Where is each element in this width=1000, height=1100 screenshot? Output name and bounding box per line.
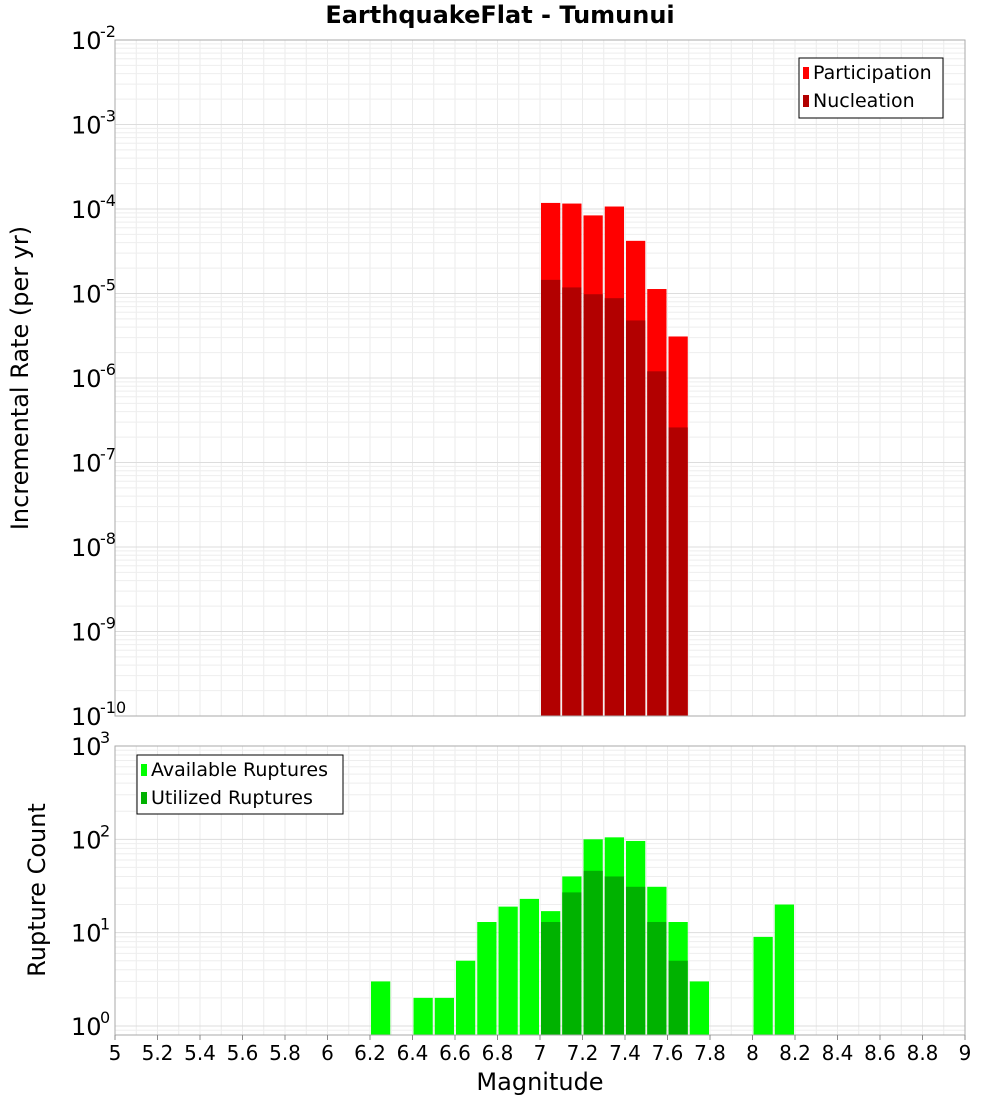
bar-available-ruptures <box>498 906 518 1035</box>
x-tick-label: 5 <box>109 1041 122 1065</box>
panel-rate-panel: 10-210-310-410-510-610-710-810-910-10Inc… <box>6 22 966 731</box>
x-tick-label: 5.8 <box>269 1041 301 1065</box>
legend: Participation Nucleation <box>798 57 944 119</box>
bar-nucleation <box>562 287 582 716</box>
x-tick-label: 7.2 <box>567 1041 599 1065</box>
y-tick-label: 10 <box>71 450 102 478</box>
legend-swatch <box>141 792 147 804</box>
bar-available-ruptures <box>753 936 773 1035</box>
bar-available-ruptures <box>774 904 794 1035</box>
bar-nucleation <box>626 320 646 716</box>
y-tick-label: 10 <box>71 1013 102 1041</box>
y-tick-exponent: -4 <box>100 191 116 210</box>
y-tick-label: 10 <box>71 826 102 854</box>
legend-box <box>136 754 344 815</box>
y-tick-exponent: -8 <box>100 529 116 548</box>
y-tick-exponent: -7 <box>100 445 116 464</box>
x-tick-label: 8.6 <box>864 1041 896 1065</box>
legend-label: Participation <box>813 62 932 84</box>
bar-available-ruptures <box>477 922 497 1035</box>
series-nucleation <box>541 279 688 716</box>
y-tick-exponent: -3 <box>100 107 116 126</box>
x-tick-label: 5.4 <box>184 1041 216 1065</box>
bar-utilized-ruptures <box>647 922 667 1035</box>
y-tick-exponent: -2 <box>100 22 116 41</box>
bar-available-ruptures <box>413 997 433 1035</box>
y-tick-exponent: 2 <box>100 821 110 840</box>
y-tick-label: 10 <box>71 196 102 224</box>
bar-available-ruptures <box>434 997 454 1035</box>
bar-nucleation <box>647 371 667 716</box>
x-tick-label: 6.6 <box>439 1041 471 1065</box>
bar-utilized-ruptures <box>562 892 582 1035</box>
legend-box <box>798 57 944 119</box>
y-tick-label: 10 <box>71 365 102 393</box>
plot-border <box>114 39 966 717</box>
y-tick-label: 10 <box>71 281 102 309</box>
x-tick-label: 8.2 <box>779 1041 811 1065</box>
x-tick-label: 7.8 <box>694 1041 726 1065</box>
bar-available-ruptures <box>519 898 539 1035</box>
y-tick-label: 10 <box>71 733 102 761</box>
y-tick-label: 10 <box>71 920 102 948</box>
x-tick-label: 5.6 <box>227 1041 259 1065</box>
bar-nucleation <box>604 298 624 716</box>
x-tick-label: 7.6 <box>652 1041 684 1065</box>
legend-label: Utilized Ruptures <box>151 787 313 809</box>
series-utilized-ruptures <box>541 870 688 1035</box>
x-tick-label: 7 <box>534 1041 547 1065</box>
y-tick-exponent: -6 <box>100 360 116 379</box>
y-tick-exponent: 0 <box>100 1008 110 1027</box>
y-tick-label: 10 <box>71 619 102 647</box>
x-tick-label: 6.4 <box>397 1041 429 1065</box>
bar-available-ruptures <box>689 981 709 1035</box>
y-tick-exponent: -10 <box>100 698 126 717</box>
y-tick-exponent: 3 <box>100 728 110 747</box>
bar-nucleation <box>541 279 561 716</box>
x-tick-label: 6 <box>321 1041 334 1065</box>
x-axis: 5 5.2 5.4 5.6 5.8 6 6.2 6.4 6.6 6.8 7 7.2 7.4 7.6 7.8 8… <box>109 1035 972 1096</box>
bar-nucleation <box>583 294 603 716</box>
chart-title: EarthquakeFlat - Tumunui <box>325 1 674 29</box>
bar-available-ruptures <box>456 960 476 1035</box>
y-tick-label: 10 <box>71 534 102 562</box>
legend-swatch <box>803 67 809 79</box>
y-tick-label: 10 <box>71 112 102 140</box>
y-axis-label: Incremental Rate (per yr) <box>6 226 34 530</box>
legend: Available Ruptures Utilized Ruptures <box>136 754 344 815</box>
bar-nucleation <box>668 427 688 716</box>
bar-utilized-ruptures <box>626 886 646 1035</box>
legend-swatch <box>141 764 147 776</box>
legend-label: Available Ruptures <box>151 759 328 781</box>
x-tick-label: 8 <box>746 1041 759 1065</box>
bar-available-ruptures <box>371 981 391 1035</box>
y-tick-label: 10 <box>71 27 102 55</box>
legend-label: Nucleation <box>813 90 915 112</box>
y-tick-label: 10 <box>71 703 102 731</box>
y-tick-exponent: 1 <box>100 915 110 934</box>
x-tick-label: 9 <box>959 1041 972 1065</box>
bar-utilized-ruptures <box>668 960 688 1035</box>
gridlines <box>114 40 966 717</box>
bar-utilized-ruptures <box>583 870 603 1035</box>
bar-utilized-ruptures <box>604 876 624 1035</box>
bar-utilized-ruptures <box>541 922 561 1035</box>
legend-swatch <box>803 95 809 107</box>
x-tick-label: 5.2 <box>142 1041 174 1065</box>
x-tick-label: 8.8 <box>907 1041 939 1065</box>
y-tick-exponent: -9 <box>100 614 116 633</box>
x-tick-label: 8.4 <box>822 1041 854 1065</box>
y-tick-exponent: -5 <box>100 276 116 295</box>
x-axis-label: Magnitude <box>476 1068 603 1096</box>
x-tick-label: 7.4 <box>609 1041 641 1065</box>
x-tick-label: 6.2 <box>354 1041 386 1065</box>
y-axis-label: Rupture Count <box>23 803 51 977</box>
x-tick-label: 6.8 <box>482 1041 514 1065</box>
